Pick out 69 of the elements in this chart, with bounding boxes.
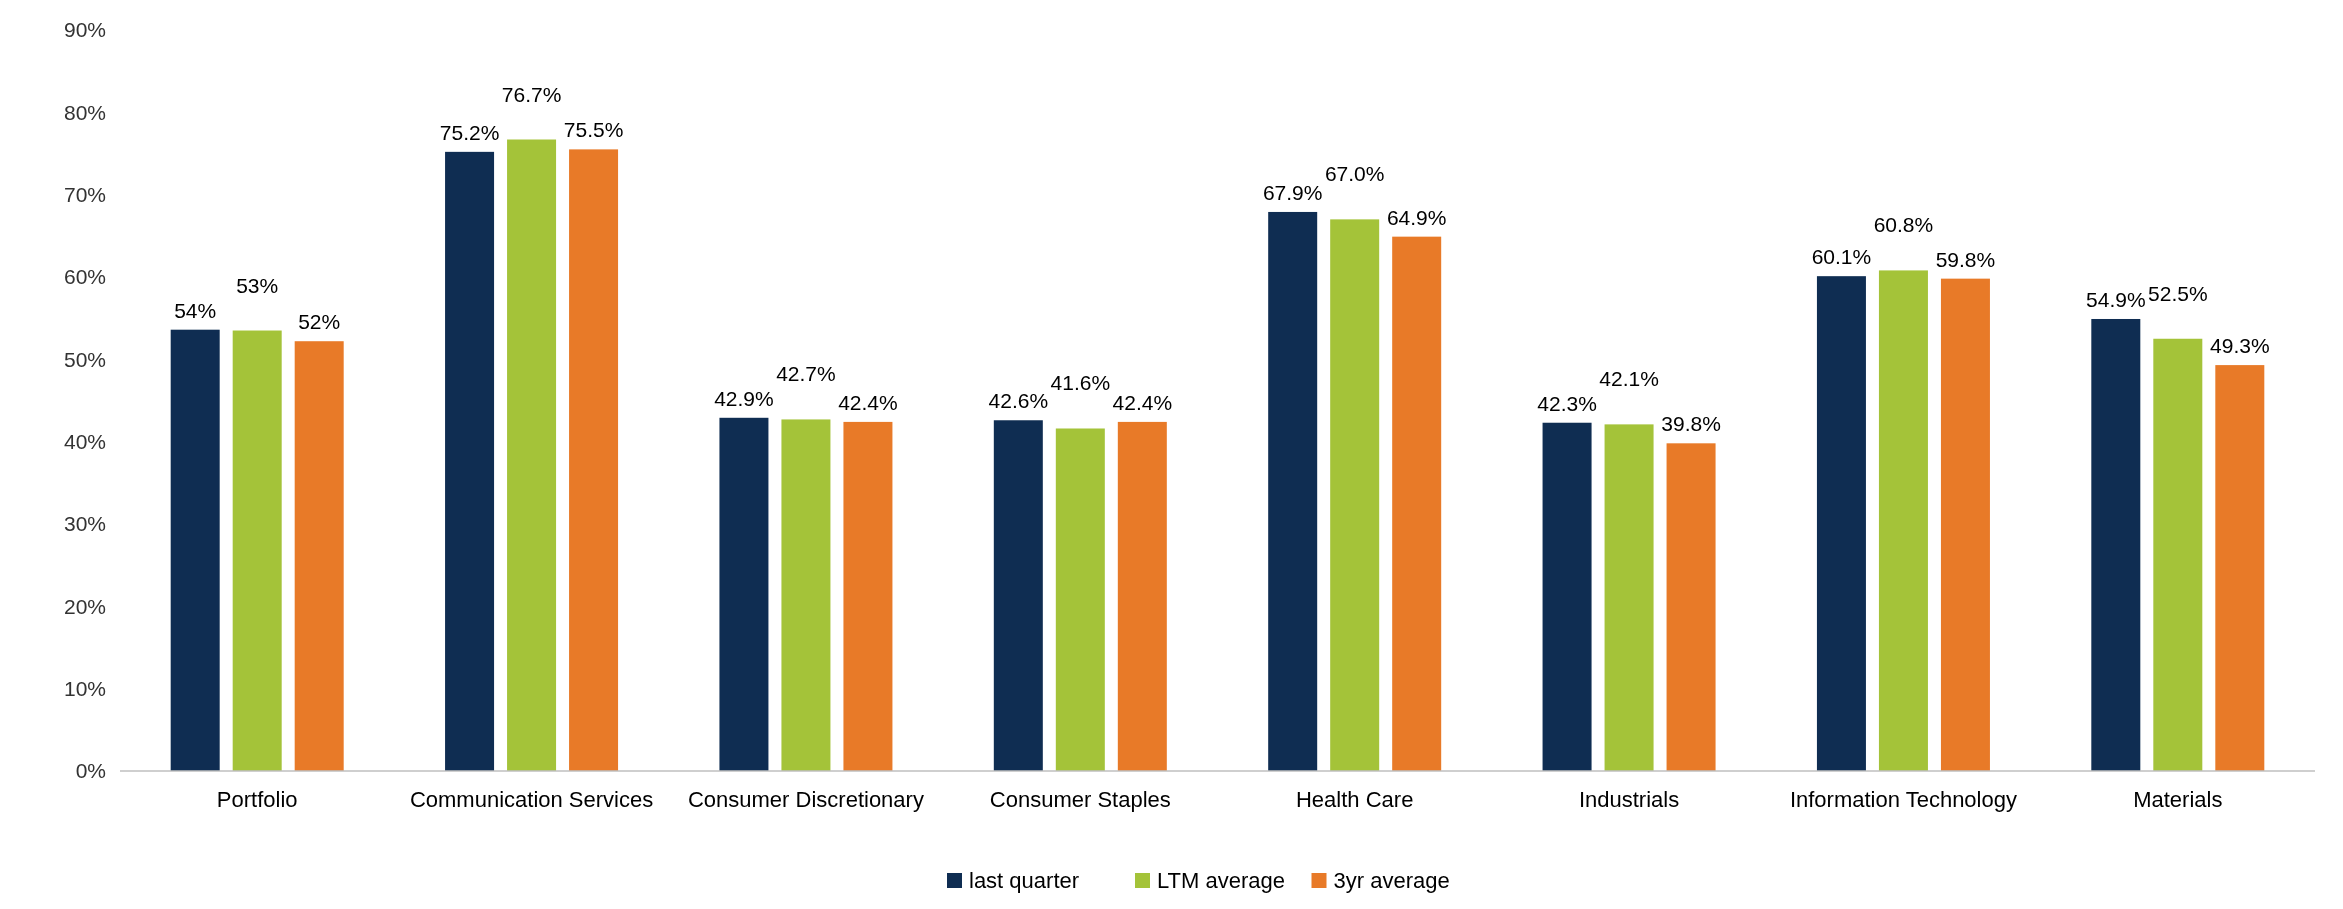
data-label: 54.9% xyxy=(2086,287,2146,311)
data-label: 53% xyxy=(236,273,279,297)
bar xyxy=(1940,278,1990,771)
bar xyxy=(1816,276,1866,771)
x-tick-label: Information Technology xyxy=(1789,787,2017,812)
bar xyxy=(569,149,619,771)
data-label: 39.8% xyxy=(1661,412,1721,436)
bar xyxy=(1392,236,1442,771)
data-label: 42.7% xyxy=(776,362,836,386)
bar xyxy=(1542,422,1592,771)
bar xyxy=(1604,424,1654,771)
legend-label: last quarter xyxy=(969,868,1080,893)
data-label: 75.5% xyxy=(563,118,624,142)
bar xyxy=(719,417,769,771)
data-label: 67.9% xyxy=(1262,180,1323,204)
bar xyxy=(1117,421,1167,771)
data-label: 42.3% xyxy=(1537,391,1597,415)
bar xyxy=(1666,443,1716,771)
bar xyxy=(1055,428,1105,771)
x-tick-label: Communication Services xyxy=(409,787,654,812)
data-label: 42.9% xyxy=(714,386,774,410)
bar xyxy=(843,421,893,771)
x-tick-label: Industrials xyxy=(1578,787,1680,812)
bar xyxy=(2215,365,2265,771)
y-tick-label: 20% xyxy=(63,594,106,618)
legend-label: LTM average xyxy=(1157,868,1285,893)
x-tick-label: Materials xyxy=(2133,787,2223,812)
y-tick-label: 50% xyxy=(63,347,106,371)
bar xyxy=(2153,338,2203,771)
y-tick-label: 30% xyxy=(63,512,106,536)
data-label: 42.4% xyxy=(1112,390,1173,414)
bar xyxy=(781,419,831,771)
bar xyxy=(445,151,495,771)
data-label: 76.7% xyxy=(501,82,562,106)
bar xyxy=(1330,219,1380,771)
bar xyxy=(2091,318,2141,771)
data-label: 60.8% xyxy=(1873,213,1934,237)
y-tick-label: 0% xyxy=(75,759,106,783)
data-label: 67.0% xyxy=(1324,162,1385,186)
bar xyxy=(1268,211,1318,771)
x-tick-label: Consumer Discretionary xyxy=(687,787,924,812)
y-tick-label: 80% xyxy=(63,100,106,124)
data-label: 42.1% xyxy=(1599,367,1659,391)
y-tick-label: 90% xyxy=(63,18,106,42)
data-label: 41.6% xyxy=(1050,371,1111,395)
y-tick-label: 10% xyxy=(63,677,106,701)
data-label: 52.5% xyxy=(2148,281,2208,305)
bar xyxy=(294,341,344,771)
bar xyxy=(1878,270,1928,771)
legend-label: 3yr average xyxy=(1333,868,1450,893)
data-label: 60.1% xyxy=(1811,245,1872,269)
x-tick-label: Consumer Staples xyxy=(989,787,1171,812)
data-label: 64.9% xyxy=(1386,205,1447,229)
y-tick-label: 60% xyxy=(63,265,106,289)
data-label: 42.6% xyxy=(988,389,1049,413)
x-tick-label: Portfolio xyxy=(216,787,298,812)
data-label: 54% xyxy=(174,298,217,322)
bar xyxy=(232,330,282,771)
data-label: 42.4% xyxy=(838,390,898,414)
y-tick-label: 40% xyxy=(63,430,106,454)
bar xyxy=(507,139,557,771)
data-label: 75.2% xyxy=(439,120,500,144)
data-label: 52% xyxy=(298,310,341,334)
x-tick-label: Health Care xyxy=(1295,787,1414,812)
data-label: 59.8% xyxy=(1935,247,1996,271)
y-tick-label: 70% xyxy=(63,183,106,207)
data-label: 49.3% xyxy=(2210,334,2270,358)
bar xyxy=(170,329,220,771)
bar xyxy=(993,420,1043,771)
